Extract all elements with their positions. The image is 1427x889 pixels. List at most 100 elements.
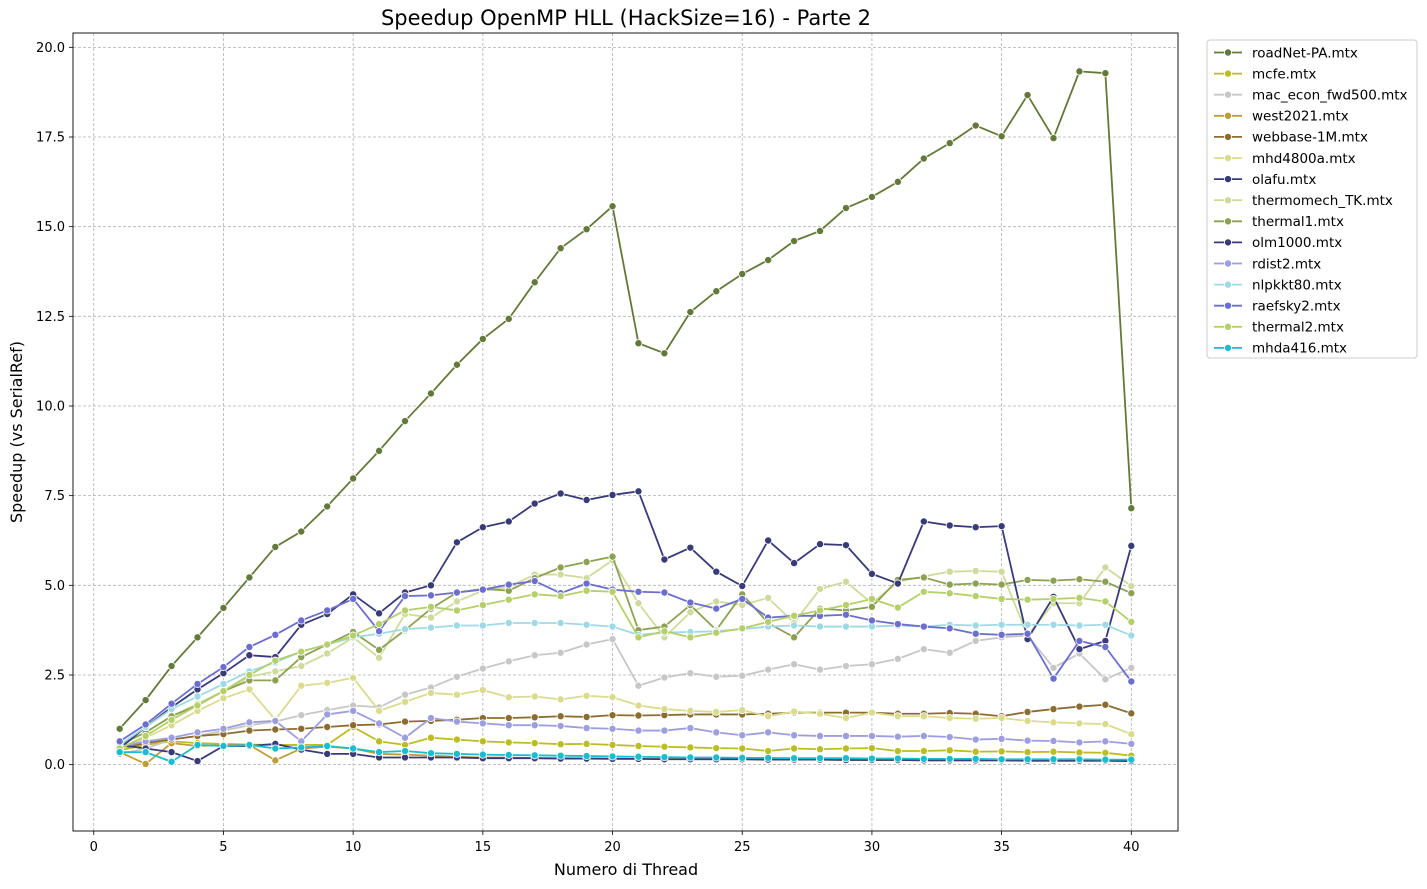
data-point	[919, 573, 928, 582]
legend-entry: olafu.mtx	[1214, 172, 1316, 188]
data-point	[452, 588, 461, 597]
series-roadnet-pa-mtx	[115, 67, 1136, 733]
data-point	[582, 712, 591, 721]
legend-entry: olm1000.mtx	[1214, 235, 1342, 251]
data-point	[971, 523, 980, 532]
data-point	[426, 389, 435, 398]
data-point	[167, 699, 176, 708]
data-point	[219, 679, 228, 688]
legend-swatch-marker	[1224, 259, 1233, 268]
y-tick-label: 15.0	[36, 220, 65, 235]
data-point	[634, 701, 643, 710]
data-point	[1127, 631, 1136, 640]
data-point	[764, 753, 773, 762]
legend-entry: thermal1.mtx	[1214, 214, 1344, 230]
data-point	[401, 733, 410, 742]
data-point	[764, 536, 773, 545]
data-point	[375, 748, 384, 757]
data-point	[634, 599, 643, 608]
data-point	[1075, 636, 1084, 645]
data-point	[1049, 736, 1058, 745]
data-point	[1023, 595, 1032, 604]
data-point	[867, 616, 876, 625]
legend-swatch-marker	[1224, 175, 1233, 184]
data-point	[1127, 582, 1136, 591]
series-rdist2-mtx	[115, 706, 1136, 751]
data-point	[686, 608, 695, 617]
data-point	[1101, 737, 1110, 746]
data-point	[764, 728, 773, 737]
data-point	[1049, 134, 1058, 143]
data-point	[1049, 755, 1058, 764]
legend-entry: rdist2.mtx	[1214, 256, 1321, 272]
data-point	[167, 715, 176, 724]
data-point	[556, 570, 565, 579]
data-point	[893, 732, 902, 741]
data-point	[323, 502, 332, 511]
data-point	[452, 597, 461, 606]
data-point	[141, 731, 150, 740]
data-point	[997, 620, 1006, 629]
data-point	[349, 474, 358, 483]
data-point	[245, 685, 254, 694]
data-point	[297, 647, 306, 656]
data-point	[841, 204, 850, 213]
data-point	[297, 724, 306, 733]
data-point	[504, 721, 513, 730]
data-point	[582, 495, 591, 504]
data-point	[841, 577, 850, 586]
data-point	[764, 712, 773, 721]
legend-entry: mac_econ_fwd500.mtx	[1214, 88, 1408, 104]
data-point	[608, 711, 617, 720]
data-point	[841, 601, 850, 610]
data-point	[1127, 617, 1136, 626]
data-point	[997, 567, 1006, 576]
data-point	[582, 691, 591, 700]
data-point	[375, 609, 384, 618]
legend-swatch-marker	[1224, 111, 1233, 120]
data-point	[712, 604, 721, 613]
data-point	[971, 636, 980, 645]
data-point	[1023, 707, 1032, 716]
data-point	[478, 601, 487, 610]
data-point	[712, 707, 721, 716]
data-point	[375, 620, 384, 629]
data-point	[245, 643, 254, 652]
data-point	[867, 731, 876, 740]
data-point	[919, 517, 928, 526]
data-point	[738, 594, 747, 603]
data-point	[893, 747, 902, 756]
series-line	[119, 726, 1132, 757]
data-point	[556, 563, 565, 572]
data-point	[634, 752, 643, 761]
data-point	[556, 740, 565, 749]
data-point	[452, 538, 461, 547]
data-point	[867, 602, 876, 611]
data-point	[634, 681, 643, 690]
legend-swatch-marker	[1224, 69, 1233, 78]
x-axis: 0 5 10 15 20 25 30 35 40	[90, 831, 1140, 855]
legend-label: roadNet-PA.mtx	[1252, 45, 1358, 61]
data-point	[530, 692, 539, 701]
data-point	[790, 611, 799, 620]
data-point	[193, 701, 202, 710]
y-tick-label: 10.0	[36, 399, 65, 414]
data-point	[1127, 755, 1136, 764]
data-point	[893, 603, 902, 612]
data-point	[919, 747, 928, 756]
data-point	[452, 735, 461, 744]
data-point	[504, 657, 513, 666]
data-point	[401, 592, 410, 601]
legend-entry: mhd4800a.mtx	[1214, 151, 1356, 167]
series-line	[119, 742, 1132, 762]
data-point	[867, 192, 876, 201]
data-point	[997, 747, 1006, 756]
data-point	[1075, 645, 1084, 654]
plot-frame	[72, 32, 1179, 832]
y-tick-label: 7.5	[44, 489, 65, 504]
x-tick-label: 40	[1123, 840, 1140, 855]
data-point	[686, 743, 695, 752]
data-point	[478, 686, 487, 695]
data-point	[816, 540, 825, 549]
data-point	[375, 653, 384, 662]
